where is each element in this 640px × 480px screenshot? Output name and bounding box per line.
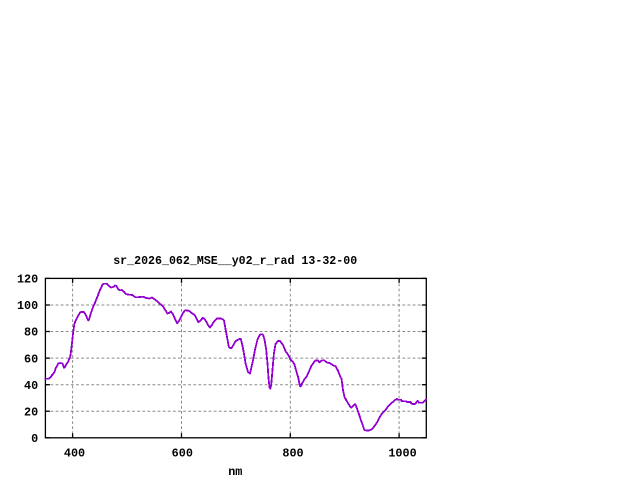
svg-text:40: 40 <box>24 379 38 393</box>
svg-text:60: 60 <box>24 352 38 366</box>
svg-text:800: 800 <box>282 446 303 460</box>
svg-text:120: 120 <box>17 273 38 287</box>
svg-text:80: 80 <box>24 326 38 340</box>
svg-text:20: 20 <box>24 405 38 419</box>
svg-text:1000: 1000 <box>388 446 416 460</box>
svg-text:0: 0 <box>31 432 38 446</box>
svg-text:600: 600 <box>172 446 193 460</box>
svg-text:nm: nm <box>228 465 242 479</box>
svg-text:400: 400 <box>64 446 85 460</box>
svg-text:sr_2026_062_MSE__y02_r_rad 13-: sr_2026_062_MSE__y02_r_rad 13-32-00 <box>113 254 357 268</box>
svg-text:100: 100 <box>17 299 38 313</box>
